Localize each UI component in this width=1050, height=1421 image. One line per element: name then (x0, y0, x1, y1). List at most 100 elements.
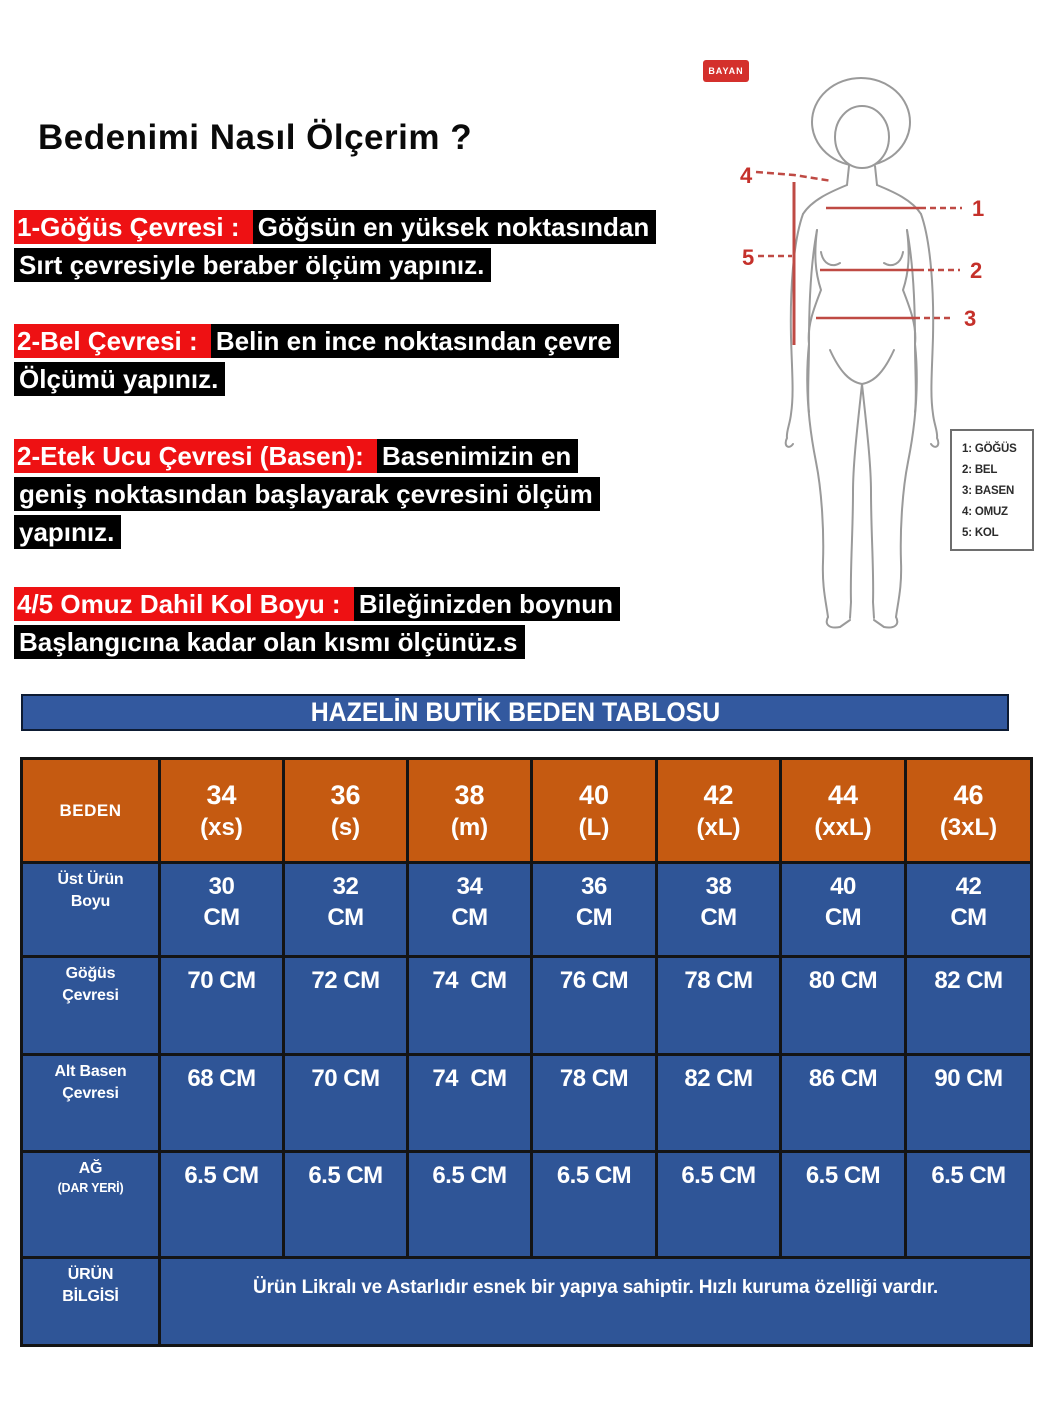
size-number: 46 (953, 779, 984, 810)
marker-5: 5 (742, 245, 754, 270)
value-cell: 40 CM (779, 861, 907, 958)
row-label-cell: Alt Basen Çevresi (20, 1053, 161, 1153)
value-cell: 74 CM (406, 955, 533, 1056)
size-number: 44 (827, 779, 859, 810)
measurement-lines (755, 170, 962, 345)
size-number: 34 (206, 779, 237, 810)
figure-outline (784, 77, 940, 629)
size-fit: (xL) (696, 813, 741, 841)
chest-lines (820, 251, 904, 267)
legend-item: 5: KOL (962, 527, 999, 539)
value-cell: 68 CM (158, 1053, 285, 1153)
value-cell: 70 CM (158, 955, 285, 1056)
instruction-bel-cevresi: 2-Bel Çevresi : Belin en ince noktasında… (14, 322, 682, 398)
row-label-cell: Göğüs Çevresi (20, 955, 161, 1056)
size-number: 42 (703, 779, 734, 810)
marker-2: 2 (970, 258, 982, 283)
row-label-cell: Üst Ürün Boyu (20, 861, 161, 958)
size-header-cell: 34 (xs) (158, 757, 285, 864)
size-fit: (s) (330, 813, 361, 841)
right-leg-outer (895, 343, 918, 618)
value-cell: 72 CM (282, 955, 409, 1056)
value-cell: 78 CM (530, 1053, 658, 1153)
value-cell: 6.5 CM (779, 1150, 907, 1259)
product-info-cell: Ürün Likralı ve Astarlıdır esnek bir yap… (158, 1256, 1033, 1347)
size-table-title: HAZELİN BUTİK BEDEN TABLOSU (310, 697, 720, 727)
value-cell: 32 CM (282, 861, 409, 958)
legend-item: 1: GÖĞÜS (962, 443, 1017, 455)
right-shoulder (876, 184, 922, 215)
value-cell: 30 CM (158, 861, 285, 958)
page-title: Bedenimi Nasıl Ölçerim ? (38, 118, 473, 157)
marker-4: 4 (740, 163, 753, 188)
value-cell: 6.5 CM (904, 1150, 1033, 1259)
table-row-urun-bilgisi: ÜRÜN BİLGİSİ Ürün Likralı ve Astarlıdır … (20, 1256, 1033, 1347)
size-number: 36 (330, 779, 361, 810)
value-cell: 34 CM (406, 861, 533, 958)
value-cell: 70 CM (282, 1053, 409, 1153)
left-leg-outer (806, 343, 829, 618)
left-leg-inner (849, 383, 863, 619)
instruction-label: 2-Etek Ucu Çevresi (Basen): (14, 439, 378, 473)
neck (846, 165, 878, 186)
size-fit: (L) (578, 813, 610, 841)
value-cell: 86 CM (779, 1053, 907, 1153)
body-figure-diagram: 4 1 5 2 3 (740, 77, 984, 629)
value-cell: 6.5 CM (282, 1150, 409, 1259)
value-cell: 78 CM (655, 955, 782, 1056)
row-label: AĞ (78, 1160, 103, 1177)
legend-item: 4: OMUZ (962, 506, 1008, 518)
instruction-label: 2-Bel Çevresi : (14, 324, 211, 358)
face-outline (834, 105, 890, 169)
value-cell: 36 CM (530, 861, 658, 958)
size-fit: (m) (450, 813, 489, 841)
size-header-cell: 44 (xxL) (779, 757, 907, 864)
instruction-label: 4/5 Omuz Dahil Kol Boyu : (14, 587, 354, 621)
value-cell: 6.5 CM (655, 1150, 782, 1259)
right-torso (901, 229, 917, 345)
instruction-etek-ucu-cevresi: 2-Etek Ucu Çevresi (Basen): Basenimizin … (14, 437, 636, 551)
right-leg-inner (861, 383, 875, 619)
size-table: BEDEN 34 (xs) 36 (s) 38 (m) 40 (L) 42 (xL) 44… (20, 757, 1033, 1347)
table-header-row: BEDEN 34 (xs) 36 (s) 38 (m) 40 (L) 42 (xL) 44… (20, 757, 1033, 864)
value-cell: 76 CM (530, 955, 658, 1056)
left-shoulder (802, 184, 848, 215)
marker-1: 1 (972, 196, 984, 221)
legend-item: 3: BASEN (962, 485, 1015, 497)
marker-3: 3 (964, 306, 976, 331)
value-cell: 74 CM (406, 1053, 533, 1153)
value-cell: 38 CM (655, 861, 782, 958)
value-cell: 90 CM (904, 1053, 1033, 1153)
size-number: 38 (454, 779, 485, 810)
table-row-ag-dar-yeri: AĞ (DAR YERİ) 6.5 CM 6.5 CM 6.5 CM 6.5 CM… (20, 1150, 1033, 1259)
size-number: 40 (578, 779, 610, 810)
size-header-cell: 42 (xL) (655, 757, 782, 864)
size-header-cell: 46 (3xL) (904, 757, 1033, 864)
left-torso (807, 229, 823, 345)
bikini-line (829, 349, 895, 386)
bayan-badge: BAYAN (703, 60, 749, 82)
size-fit: (xxL) (814, 813, 872, 841)
instruction-label: 1-Göğüs Çevresi : (14, 210, 253, 244)
table-row-gogus-cevresi: Göğüs Çevresi 70 CM 72 CM 74 CM 76 CM 78… (20, 955, 1033, 1056)
row-sublabel: (DAR YERİ) (57, 1181, 124, 1195)
left-arm-outer (784, 213, 804, 448)
size-table-title-bar: HAZELİN BUTİK BEDEN TABLOSU (21, 694, 1009, 731)
value-cell: 6.5 CM (406, 1150, 533, 1259)
size-header-cell: 40 (L) (530, 757, 658, 864)
corner-cell: BEDEN (20, 757, 161, 864)
table-row-alt-basen-cevresi: Alt Basen Çevresi 68 CM 70 CM 74 CM 78 C… (20, 1053, 1033, 1153)
right-arm-outer (920, 213, 940, 448)
size-header-cell: 38 (m) (406, 757, 533, 864)
info-label-cell: ÜRÜN BİLGİSİ (20, 1256, 161, 1347)
measure-line-4 (755, 170, 833, 183)
value-cell: 6.5 CM (530, 1150, 658, 1259)
value-cell: 82 CM (904, 955, 1033, 1056)
value-cell: 80 CM (779, 955, 907, 1056)
value-cell: 6.5 CM (158, 1150, 285, 1259)
measurement-labels: 4 1 5 2 3 (740, 163, 984, 331)
value-cell: 82 CM (655, 1053, 782, 1153)
row-label-cell: AĞ (DAR YERİ) (20, 1150, 161, 1259)
value-cell: 42 CM (904, 861, 1033, 958)
